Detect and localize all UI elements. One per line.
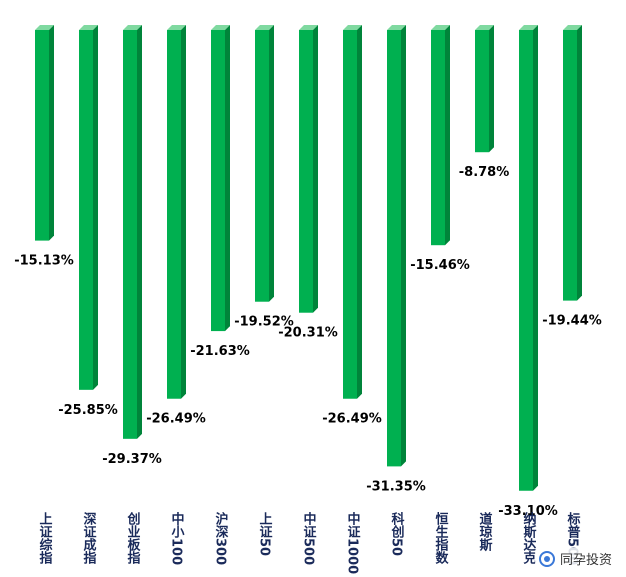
bar-side xyxy=(269,25,274,302)
bar xyxy=(255,30,269,302)
bar-top xyxy=(255,25,274,30)
bar-top xyxy=(475,25,494,30)
category-label: 道琼斯 xyxy=(477,511,493,552)
bar-group: -8.78% 道琼斯 xyxy=(459,25,510,552)
bar-top xyxy=(167,25,186,30)
bar-side xyxy=(357,25,362,399)
data-label: -33.10% xyxy=(498,504,558,519)
watermark: 同孕投资 xyxy=(534,548,616,569)
category-label: 恒生指数 xyxy=(433,511,449,565)
data-label: -15.13% xyxy=(14,254,74,269)
category-label: 中证1000 xyxy=(345,511,361,574)
bar-group: -25.85% 深证成指 xyxy=(58,25,118,565)
bar-side xyxy=(445,25,450,246)
bar-group: -26.49% 中小100 xyxy=(146,25,206,565)
bar-side xyxy=(225,25,230,332)
bar-side xyxy=(401,25,406,467)
category-label: 深证成指 xyxy=(81,511,97,565)
bar-group: -26.49% 中证1000 xyxy=(322,25,382,574)
bar-group: -15.46% 恒生指数 xyxy=(410,25,470,565)
bar-side xyxy=(533,25,538,491)
data-label: -15.46% xyxy=(410,258,470,273)
data-label: -26.49% xyxy=(146,412,206,427)
category-label: 上证50 xyxy=(257,512,273,556)
bar xyxy=(387,30,401,467)
bar-side xyxy=(49,25,54,241)
bar xyxy=(343,30,357,399)
data-label: -29.37% xyxy=(102,452,162,467)
bar xyxy=(35,30,49,241)
bar-side xyxy=(137,25,142,439)
bar-group: -29.37% 创业板指 xyxy=(102,25,162,565)
category-label: 中小100 xyxy=(169,511,185,565)
bar-top xyxy=(79,25,98,30)
data-label: -20.31% xyxy=(278,326,338,341)
logo-circle-icon xyxy=(538,550,555,567)
bar-top xyxy=(35,25,54,30)
watermark-text: 同孕投资 xyxy=(559,553,612,568)
bar-side xyxy=(489,25,494,153)
bar-side xyxy=(313,25,318,313)
data-label: -19.44% xyxy=(542,314,602,329)
bar-group: -31.35% 科创50 xyxy=(366,25,426,556)
bar xyxy=(475,30,489,153)
bar-top xyxy=(563,25,582,30)
bar xyxy=(211,30,225,332)
category-label: 纳斯达克 xyxy=(521,511,537,565)
bar xyxy=(563,30,577,301)
data-label: -19.52% xyxy=(234,315,294,330)
bar-top xyxy=(387,25,406,30)
bar-side xyxy=(93,25,98,390)
data-label: -31.35% xyxy=(366,479,426,494)
bar-top xyxy=(299,25,318,30)
category-label: 科创50 xyxy=(389,511,406,556)
bar-group: -19.52% 上证50 xyxy=(234,25,294,556)
bar xyxy=(519,30,533,491)
category-label: 创业板指 xyxy=(125,511,142,565)
data-label: -26.49% xyxy=(322,412,382,427)
bar-group: -15.13% 上证综指 xyxy=(14,25,74,565)
data-label: -21.63% xyxy=(190,344,250,359)
bar xyxy=(299,30,313,313)
bar-group: -19.44%标普500 xyxy=(542,25,602,565)
bar-group: -21.63% 沪深300 xyxy=(190,25,250,565)
bar-group: -20.31% 中证500 xyxy=(278,25,338,565)
bar-top xyxy=(519,25,538,30)
bar-top xyxy=(431,25,450,30)
bar xyxy=(431,30,445,246)
category-label: 中证500 xyxy=(301,511,317,565)
bar xyxy=(167,30,181,399)
bar-top xyxy=(123,25,142,30)
data-label: -8.78% xyxy=(459,165,510,180)
bar-top xyxy=(211,25,230,30)
bar-top xyxy=(343,25,362,30)
bar xyxy=(79,30,93,390)
category-label: 沪深300 xyxy=(213,511,229,565)
bar-side xyxy=(181,25,186,399)
bar-group: -33.10%纳斯达克 xyxy=(498,25,558,565)
bar-side xyxy=(577,25,582,301)
data-label: -25.85% xyxy=(58,403,118,418)
category-label: 上证综指 xyxy=(37,512,53,565)
bar xyxy=(123,30,137,439)
